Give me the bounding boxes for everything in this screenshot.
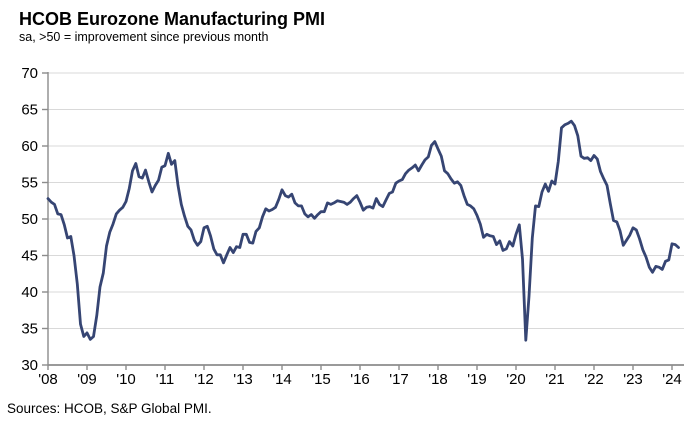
y-tick-label-70: 70 — [21, 65, 38, 82]
x-tick-label-17: '17 — [389, 371, 409, 388]
y-tick-label-45: 45 — [21, 248, 38, 265]
x-tick-label-08: '08 — [38, 371, 58, 388]
x-tick-label-18: '18 — [428, 371, 448, 388]
x-tick-label-16: '16 — [350, 371, 370, 388]
x-tick-label-21: '21 — [545, 371, 565, 388]
chart-header: HCOB Eurozone Manufacturing PMI sa, >50 … — [19, 8, 325, 44]
y-tick-label-50: 50 — [21, 211, 38, 228]
chart-subtitle: sa, >50 = improvement since previous mon… — [19, 30, 269, 44]
pmi-series-line — [46, 119, 680, 342]
x-tick-label-12: '12 — [194, 371, 214, 388]
x-tick-label-20: '20 — [506, 371, 526, 388]
x-tick-label-23: '23 — [623, 371, 643, 388]
chart-title: HCOB Eurozone Manufacturing PMI — [19, 9, 325, 29]
y-tick-label-60: 60 — [21, 138, 38, 155]
x-tick-label-09: '09 — [77, 371, 97, 388]
y-tick-label-30: 30 — [21, 357, 38, 374]
y-tick-label-40: 40 — [21, 284, 38, 301]
x-tick-label-22: '22 — [584, 371, 604, 388]
x-tick-label-11: '11 — [156, 371, 174, 388]
x-tick-label-24: '24 — [662, 371, 682, 388]
x-tick-label-15: '15 — [311, 371, 331, 388]
x-tick-label-14: '14 — [272, 371, 292, 388]
chart-sources: Sources: HCOB, S&P Global PMI. — [7, 401, 212, 416]
x-tick-label-19: '19 — [467, 371, 487, 388]
y-tick-label-35: 35 — [21, 321, 38, 338]
x-tick-label-13: '13 — [233, 371, 253, 388]
y-tick-label-55: 55 — [21, 175, 38, 192]
x-tick-label-10: '10 — [116, 371, 136, 388]
y-tick-label-65: 65 — [21, 102, 38, 119]
